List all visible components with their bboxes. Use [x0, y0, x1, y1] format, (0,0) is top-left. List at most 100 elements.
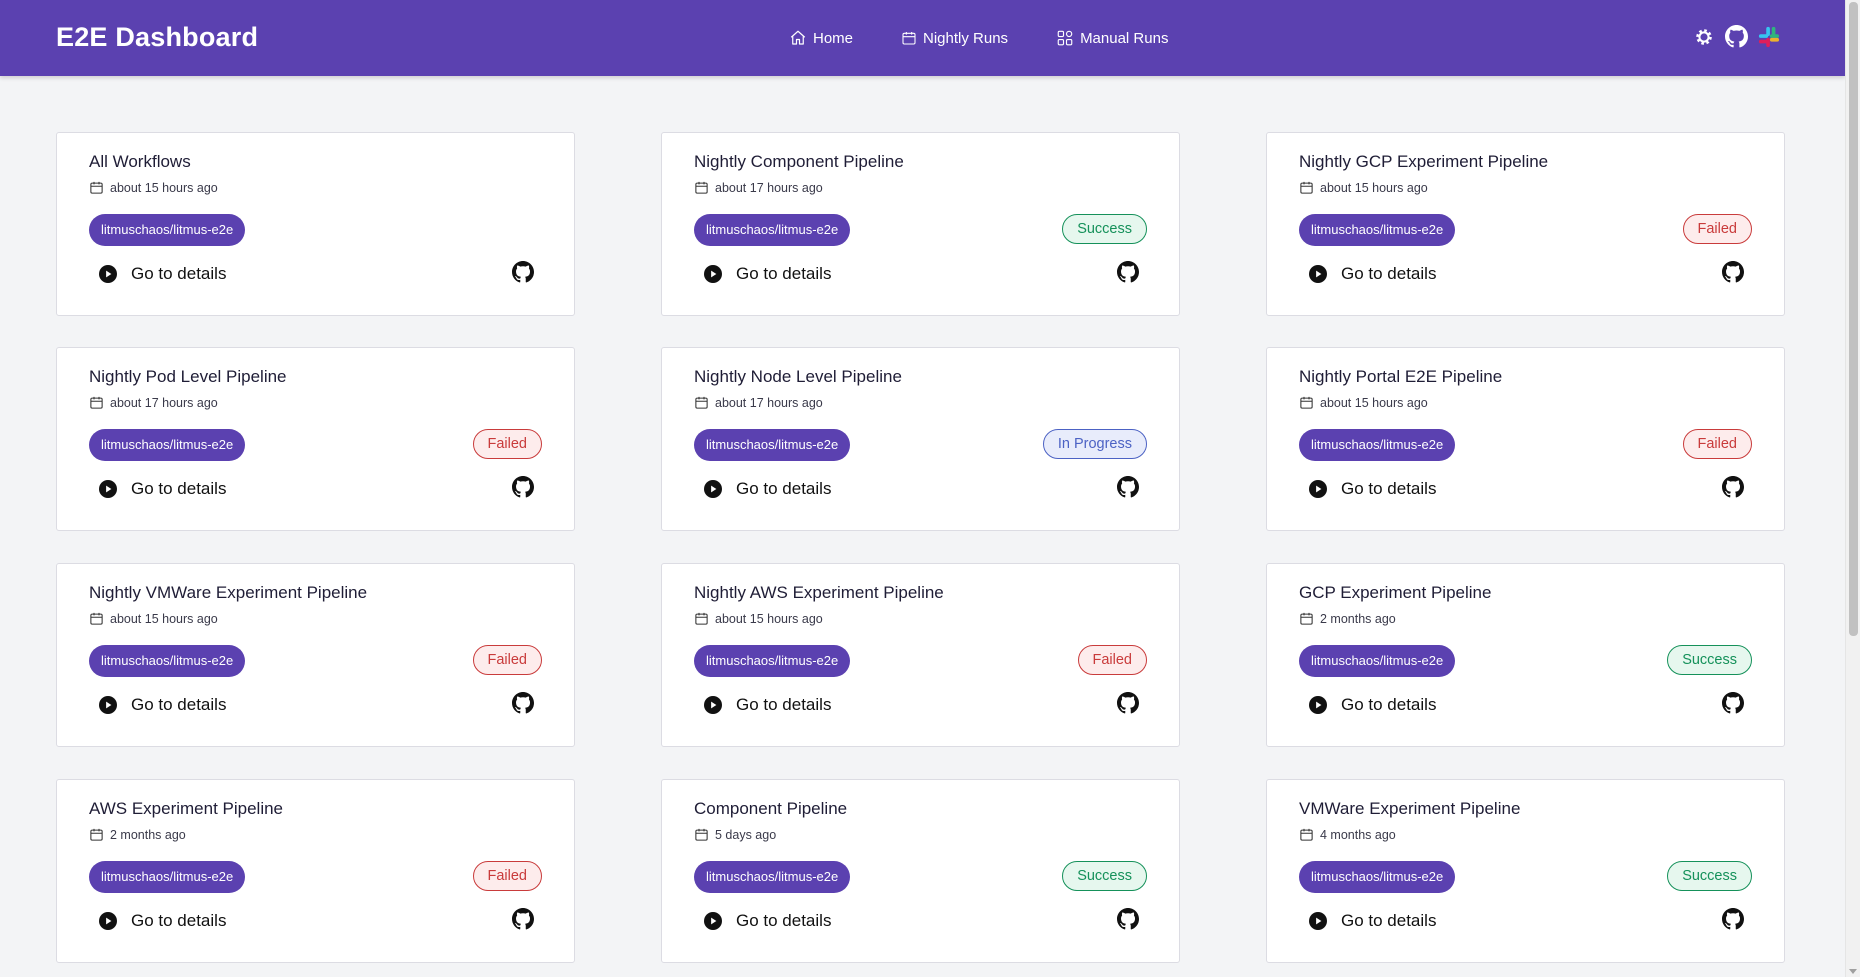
- workflow-card: VMWare Experiment Pipeline 4 months ago …: [1266, 779, 1785, 963]
- card-date-text: about 17 hours ago: [715, 395, 823, 410]
- header-actions: [1693, 25, 1790, 48]
- status-badge: Success: [1062, 214, 1147, 244]
- repo-tag[interactable]: litmuschaos/litmus-e2e: [89, 429, 246, 461]
- github-icon[interactable]: [1117, 261, 1139, 288]
- nav-nightly-runs[interactable]: Nightly Runs: [901, 27, 1008, 49]
- card-date-text: about 15 hours ago: [110, 611, 218, 626]
- calendar-icon: [1300, 181, 1313, 194]
- settings-icon[interactable]: [1693, 26, 1715, 48]
- repo-tag[interactable]: litmuschaos/litmus-e2e: [1299, 214, 1456, 246]
- go-to-details-label: Go to details: [1341, 695, 1437, 714]
- calendar-icon: [1300, 396, 1313, 409]
- go-to-details-label: Go to details: [131, 264, 227, 283]
- repo-tag[interactable]: litmuschaos/litmus-e2e: [1299, 429, 1456, 461]
- repo-tag[interactable]: litmuschaos/litmus-e2e: [694, 214, 851, 246]
- play-circle-icon: [1309, 912, 1327, 930]
- go-to-details-link[interactable]: Go to details: [704, 695, 831, 715]
- github-icon[interactable]: [512, 692, 534, 719]
- workflow-card: AWS Experiment Pipeline 2 months ago lit…: [56, 779, 575, 963]
- status-badge: Success: [1667, 861, 1752, 891]
- play-circle-icon: [704, 480, 722, 498]
- github-icon[interactable]: [1722, 261, 1744, 288]
- github-icon[interactable]: [1725, 25, 1748, 48]
- github-icon[interactable]: [512, 476, 534, 503]
- github-icon[interactable]: [512, 908, 534, 935]
- main-nav: Home Nightly Runs Manual Runs: [789, 27, 1216, 49]
- workflow-card: Nightly Portal E2E Pipeline about 15 hou…: [1266, 347, 1785, 531]
- workflow-card: Nightly Component Pipeline about 17 hour…: [661, 132, 1180, 316]
- slack-icon[interactable]: [1758, 26, 1780, 48]
- play-circle-icon: [99, 480, 117, 498]
- workflow-card: Nightly VMWare Experiment Pipeline about…: [56, 563, 575, 747]
- github-icon[interactable]: [1722, 908, 1744, 935]
- go-to-details-link[interactable]: Go to details: [99, 695, 226, 715]
- go-to-details-label: Go to details: [1341, 479, 1437, 498]
- calendar-icon: [90, 396, 103, 409]
- go-to-details-label: Go to details: [131, 479, 227, 498]
- calendar-icon: [1300, 828, 1313, 841]
- repo-tag[interactable]: litmuschaos/litmus-e2e: [1299, 861, 1456, 893]
- card-date-text: about 17 hours ago: [715, 180, 823, 195]
- card-date-text: about 15 hours ago: [715, 611, 823, 626]
- calendar-icon: [695, 396, 708, 409]
- go-to-details-link[interactable]: Go to details: [99, 911, 226, 931]
- repo-tag[interactable]: litmuschaos/litmus-e2e: [694, 429, 851, 461]
- go-to-details-label: Go to details: [131, 695, 227, 714]
- repo-tag[interactable]: litmuschaos/litmus-e2e: [89, 645, 246, 677]
- card-date-text: about 15 hours ago: [110, 180, 218, 195]
- go-to-details-link[interactable]: Go to details: [99, 479, 226, 499]
- scrollbar-thumb[interactable]: [1849, 2, 1858, 636]
- repo-tag[interactable]: litmuschaos/litmus-e2e: [694, 861, 851, 893]
- repo-tag[interactable]: litmuschaos/litmus-e2e: [694, 645, 851, 677]
- repo-tag[interactable]: litmuschaos/litmus-e2e: [89, 861, 246, 893]
- play-circle-icon: [99, 696, 117, 714]
- go-to-details-link[interactable]: Go to details: [1309, 911, 1436, 931]
- card-date-text: 2 months ago: [1320, 611, 1396, 626]
- nav-home[interactable]: Home: [789, 27, 853, 49]
- github-icon[interactable]: [1117, 476, 1139, 503]
- card-date: about 15 hours ago: [694, 611, 823, 626]
- calendar-icon: [90, 612, 103, 625]
- calendar-icon: [695, 612, 708, 625]
- vertical-scrollbar[interactable]: [1845, 0, 1860, 977]
- repo-tag[interactable]: litmuschaos/litmus-e2e: [89, 214, 246, 246]
- status-badge: Failed: [472, 645, 542, 675]
- go-to-details-link[interactable]: Go to details: [1309, 695, 1436, 715]
- github-icon[interactable]: [1722, 476, 1744, 503]
- go-to-details-label: Go to details: [736, 264, 832, 283]
- repo-tag[interactable]: litmuschaos/litmus-e2e: [1299, 645, 1456, 677]
- app-title[interactable]: E2E Dashboard: [56, 22, 259, 52]
- status-badge: Success: [1062, 861, 1147, 891]
- scroll-down-arrow[interactable]: [1849, 969, 1857, 974]
- github-icon[interactable]: [1117, 908, 1139, 935]
- play-circle-icon: [99, 265, 117, 283]
- card-date-text: 2 months ago: [110, 827, 186, 842]
- card-date-text: about 15 hours ago: [1320, 180, 1428, 195]
- nav-manual-runs[interactable]: Manual Runs: [1056, 27, 1168, 49]
- go-to-details-link[interactable]: Go to details: [704, 264, 831, 284]
- card-date: about 15 hours ago: [1299, 395, 1428, 410]
- go-to-details-link[interactable]: Go to details: [704, 911, 831, 931]
- card-title: Nightly Component Pipeline: [694, 152, 904, 171]
- go-to-details-label: Go to details: [1341, 264, 1437, 283]
- status-badge: Success: [1667, 645, 1752, 675]
- status-badge: Failed: [1682, 214, 1752, 244]
- go-to-details-label: Go to details: [736, 911, 832, 930]
- play-circle-icon: [704, 696, 722, 714]
- go-to-details-link[interactable]: Go to details: [704, 479, 831, 499]
- home-icon: [790, 30, 806, 45]
- card-date: 2 months ago: [1299, 611, 1396, 626]
- github-icon[interactable]: [1117, 692, 1139, 719]
- workflow-card: GCP Experiment Pipeline 2 months ago lit…: [1266, 563, 1785, 747]
- github-icon[interactable]: [1722, 692, 1744, 719]
- go-to-details-link[interactable]: Go to details: [99, 264, 226, 284]
- card-title: All Workflows: [89, 152, 191, 171]
- card-title: AWS Experiment Pipeline: [89, 799, 284, 818]
- card-date: about 15 hours ago: [89, 611, 218, 626]
- go-to-details-link[interactable]: Go to details: [1309, 264, 1436, 284]
- workflow-card: All Workflows about 15 hours ago litmusc…: [56, 132, 575, 316]
- card-title: Component Pipeline: [694, 799, 848, 818]
- go-to-details-link[interactable]: Go to details: [1309, 479, 1436, 499]
- github-icon[interactable]: [512, 261, 534, 288]
- card-title: Nightly Node Level Pipeline: [694, 367, 902, 386]
